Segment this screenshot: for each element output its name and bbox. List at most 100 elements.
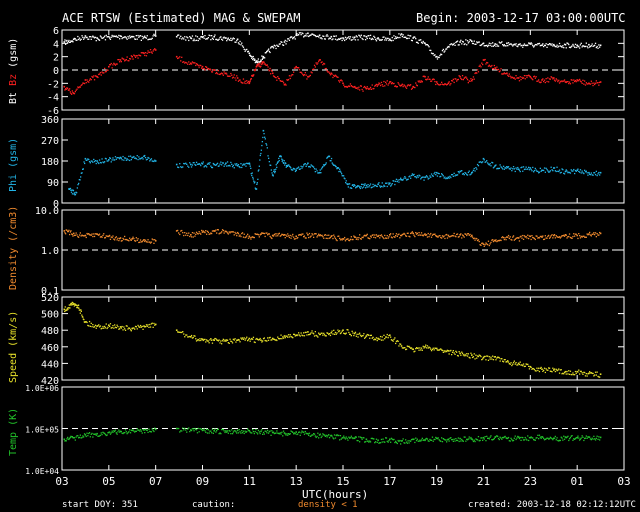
- bt-point: [421, 42, 423, 44]
- bz-point: [139, 55, 142, 57]
- temp-point: [435, 437, 438, 440]
- phi-point: [126, 158, 128, 160]
- density-point: [572, 235, 574, 238]
- bz-point: [405, 87, 408, 89]
- speed-point: [252, 338, 254, 340]
- speed-point: [297, 334, 299, 336]
- phi-point: [346, 183, 349, 186]
- temp-point: [395, 441, 398, 444]
- temp-point: [354, 436, 357, 438]
- speed-point: [263, 337, 265, 339]
- bz-point: [147, 50, 149, 52]
- speed-point: [557, 369, 559, 371]
- phi-point: [543, 167, 546, 169]
- density-point: [206, 230, 209, 232]
- bz-point: [76, 88, 78, 90]
- density-point: [435, 235, 438, 238]
- bz-point: [134, 56, 137, 58]
- bz-point: [378, 82, 380, 84]
- bz-point: [146, 52, 148, 54]
- temp-point: [438, 439, 440, 441]
- phi-point: [134, 157, 136, 159]
- bz-point: [211, 71, 214, 73]
- bt-point: [215, 38, 217, 41]
- temp-point: [480, 437, 482, 439]
- temp-point: [101, 433, 103, 436]
- density-point: [235, 233, 237, 235]
- bz-point: [297, 67, 299, 69]
- density-point: [129, 237, 131, 239]
- bz-point: [377, 83, 379, 86]
- bt-point: [539, 45, 541, 47]
- speed-point: [124, 329, 127, 331]
- phi-point: [98, 159, 101, 161]
- speed-point: [76, 306, 78, 309]
- density-point: [465, 233, 467, 235]
- bt-point: [434, 54, 436, 56]
- phi-point: [505, 167, 507, 170]
- temp-point: [477, 436, 480, 438]
- bt-point: [461, 43, 463, 45]
- x-tick-label: 09: [196, 475, 209, 488]
- bt-point: [522, 46, 524, 48]
- speed-point: [588, 372, 590, 375]
- density-ytick-label: 0.1: [41, 286, 59, 297]
- temp-point: [89, 436, 91, 438]
- phi-point: [353, 185, 355, 187]
- speed-point: [258, 339, 260, 341]
- bt-point: [533, 45, 536, 47]
- density-point: [556, 236, 558, 238]
- speed-point: [251, 337, 253, 340]
- density-point: [389, 234, 391, 236]
- bz-point: [299, 71, 301, 73]
- phi-point: [71, 193, 74, 195]
- bt-point: [118, 34, 120, 37]
- density-point: [414, 235, 416, 238]
- temp-point: [338, 434, 340, 437]
- temp-point: [69, 437, 71, 439]
- temp-point: [394, 441, 396, 444]
- speed-point: [466, 353, 468, 355]
- phi-point: [574, 172, 576, 175]
- speed-point: [419, 347, 421, 349]
- speed-point: [292, 337, 294, 339]
- phi-point: [466, 174, 469, 176]
- phi-point: [268, 161, 270, 163]
- speed-point: [209, 339, 211, 341]
- speed-point: [369, 337, 371, 339]
- bz-point: [446, 84, 448, 86]
- phi-point: [398, 181, 400, 183]
- speed-point: [573, 374, 575, 376]
- bz-point: [471, 79, 473, 82]
- phi-point: [111, 159, 113, 161]
- phi-point: [545, 167, 547, 169]
- bz-point: [599, 81, 601, 84]
- bz-point: [106, 69, 108, 71]
- density-point: [154, 240, 157, 242]
- bt-point: [320, 37, 322, 39]
- bt-point: [385, 39, 388, 41]
- speed-point: [232, 338, 234, 340]
- phi-point: [437, 172, 439, 174]
- temp-point: [65, 440, 67, 442]
- phi-point: [556, 166, 558, 168]
- density-point: [537, 237, 539, 239]
- density-point: [190, 234, 192, 236]
- temp-point: [548, 438, 550, 440]
- speed-point: [531, 368, 533, 370]
- speed-point: [175, 329, 178, 331]
- phi-point: [476, 163, 479, 166]
- speed-point: [245, 338, 247, 340]
- bz-point: [461, 78, 463, 81]
- density-ytick-label: 1.0: [41, 246, 59, 257]
- bz-point: [144, 52, 147, 54]
- bz-point: [336, 76, 338, 78]
- speed-point: [370, 334, 372, 336]
- speed-point: [326, 332, 328, 334]
- density-point: [390, 233, 392, 235]
- bz-point: [221, 72, 223, 74]
- phi-point: [374, 184, 376, 186]
- speed-point: [278, 338, 280, 340]
- temp-point: [462, 440, 464, 442]
- temp-point: [267, 432, 270, 434]
